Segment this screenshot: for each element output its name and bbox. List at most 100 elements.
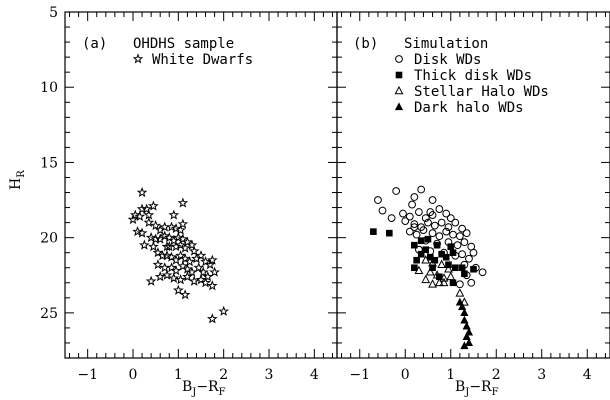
data-point-disk-wd <box>465 254 473 263</box>
data-point-white-dwarf <box>172 284 184 295</box>
x-tick-label: −1 <box>77 367 98 383</box>
data-point-white-dwarf <box>159 262 171 273</box>
legend-entry-disk-wds: Disk WDs <box>414 52 481 68</box>
legend-entry-stellar-halo-wds: Stellar Halo WDs <box>414 84 549 100</box>
legend-marker-thick-disk-wd <box>395 71 403 79</box>
data-point-disk-wd <box>458 250 467 259</box>
data-point-disk-wd <box>455 280 464 289</box>
data-point-stellar-halo-wd <box>455 288 465 297</box>
panel-a-label: (a) <box>82 36 107 52</box>
data-point-disk-wd <box>442 209 451 218</box>
data-point-thick-disk-wd <box>417 237 425 244</box>
data-point-white-dwarf <box>177 260 189 271</box>
data-point-stellar-halo-wd <box>428 258 437 267</box>
data-point-disk-wd <box>412 230 421 239</box>
data-point-stellar-halo-wd <box>421 255 431 264</box>
x-tick-label: 3 <box>537 367 546 383</box>
data-point-disk-wd <box>442 227 451 236</box>
data-point-thick-disk-wd <box>429 264 436 272</box>
data-point-thick-disk-wd <box>447 243 455 250</box>
panel-b-label: (b) <box>353 36 378 52</box>
data-point-white-dwarf <box>166 221 177 232</box>
data-point-white-dwarf <box>145 275 157 286</box>
data-point-disk-wd <box>428 229 437 238</box>
data-point-disk-wd <box>458 224 467 233</box>
data-point-disk-wd <box>453 241 462 250</box>
data-point-white-dwarf <box>188 245 200 256</box>
data-point-thick-disk-wd <box>411 241 418 249</box>
data-point-white-dwarf <box>172 232 184 243</box>
data-point-stellar-halo-wd <box>432 270 442 279</box>
data-point-disk-wd <box>408 200 416 209</box>
data-point-stellar-halo-wd <box>437 259 447 269</box>
data-point-white-dwarf <box>204 259 216 270</box>
data-point-disk-wd <box>467 278 476 287</box>
data-point-disk-wd <box>410 220 419 229</box>
data-point-disk-wd <box>478 268 487 277</box>
data-point-thick-disk-wd <box>411 264 418 272</box>
x-tick-label: 4 <box>583 367 592 383</box>
data-point-disk-wd <box>428 196 437 204</box>
data-point-white-dwarf <box>175 224 186 235</box>
legend-entry-dark-halo-wds: Dark halo WDs <box>414 100 524 116</box>
data-point-disk-wd <box>451 218 460 227</box>
data-point-thick-disk-wd <box>417 250 425 258</box>
data-point-white-dwarf <box>195 274 207 285</box>
data-point-disk-wd <box>401 217 410 226</box>
data-point-disk-wd <box>399 209 407 218</box>
data-point-disk-wd <box>430 221 439 230</box>
y-tick-label: 5 <box>49 5 58 21</box>
data-point-disk-wd <box>417 185 426 194</box>
data-point-white-dwarf <box>177 197 189 208</box>
data-point-white-dwarf <box>193 262 205 273</box>
data-point-stellar-halo-wd <box>425 267 435 276</box>
data-point-stellar-halo-wd <box>446 271 456 281</box>
data-point-disk-wd <box>392 187 401 195</box>
data-point-white-dwarf <box>206 280 218 291</box>
data-point-white-dwarf <box>159 230 171 241</box>
x-tick-label: 2 <box>492 367 501 383</box>
data-point-white-dwarf <box>129 209 141 220</box>
data-point-thick-disk-wd <box>370 228 377 235</box>
data-point-white-dwarf <box>143 216 155 228</box>
data-point-white-dwarf <box>127 213 139 225</box>
data-point-disk-wd <box>378 206 387 215</box>
data-point-white-dwarf <box>152 259 164 270</box>
data-point-white-dwarf <box>206 313 218 324</box>
data-point-stellar-halo-wd <box>428 279 437 288</box>
data-point-white-dwarf <box>206 254 218 265</box>
y-tick-label: 10 <box>40 80 58 96</box>
data-point-dark-halo-wd <box>464 338 474 347</box>
data-point-disk-wd <box>460 238 469 247</box>
data-point-stellar-halo-wd <box>414 265 424 275</box>
data-point-thick-disk-wd <box>422 246 430 253</box>
data-point-thick-disk-wd <box>451 264 459 272</box>
data-point-white-dwarf <box>168 272 180 283</box>
x-tick-label: 3 <box>265 367 274 383</box>
data-point-white-dwarf <box>175 274 186 285</box>
data-point-white-dwarf <box>136 227 148 238</box>
y-tick-label: 20 <box>40 231 58 247</box>
data-point-disk-wd <box>415 208 423 216</box>
data-point-disk-wd <box>387 214 396 222</box>
data-point-stellar-halo-wd <box>421 274 431 284</box>
data-point-thick-disk-wd <box>424 235 432 243</box>
data-point-disk-wd <box>437 218 446 227</box>
legend-star-icon <box>132 53 144 64</box>
data-point-dark-halo-wd <box>462 321 471 330</box>
data-point-white-dwarf <box>175 250 186 261</box>
data-point-stellar-halo-wd <box>434 277 444 287</box>
data-point-disk-wd <box>419 226 428 235</box>
data-point-white-dwarf <box>170 265 182 276</box>
data-point-disk-wd <box>455 232 464 241</box>
x-tick-label: 0 <box>129 367 138 383</box>
data-point-white-dwarf <box>218 305 230 316</box>
data-point-dark-halo-wd <box>460 308 469 316</box>
data-point-white-dwarf <box>154 271 166 282</box>
data-point-disk-wd <box>449 230 457 239</box>
legend-marker-dark-halo-wd <box>394 102 404 111</box>
x-tick-label: 4 <box>310 367 319 383</box>
data-point-white-dwarf <box>186 266 198 277</box>
data-point-thick-disk-wd <box>449 249 457 256</box>
